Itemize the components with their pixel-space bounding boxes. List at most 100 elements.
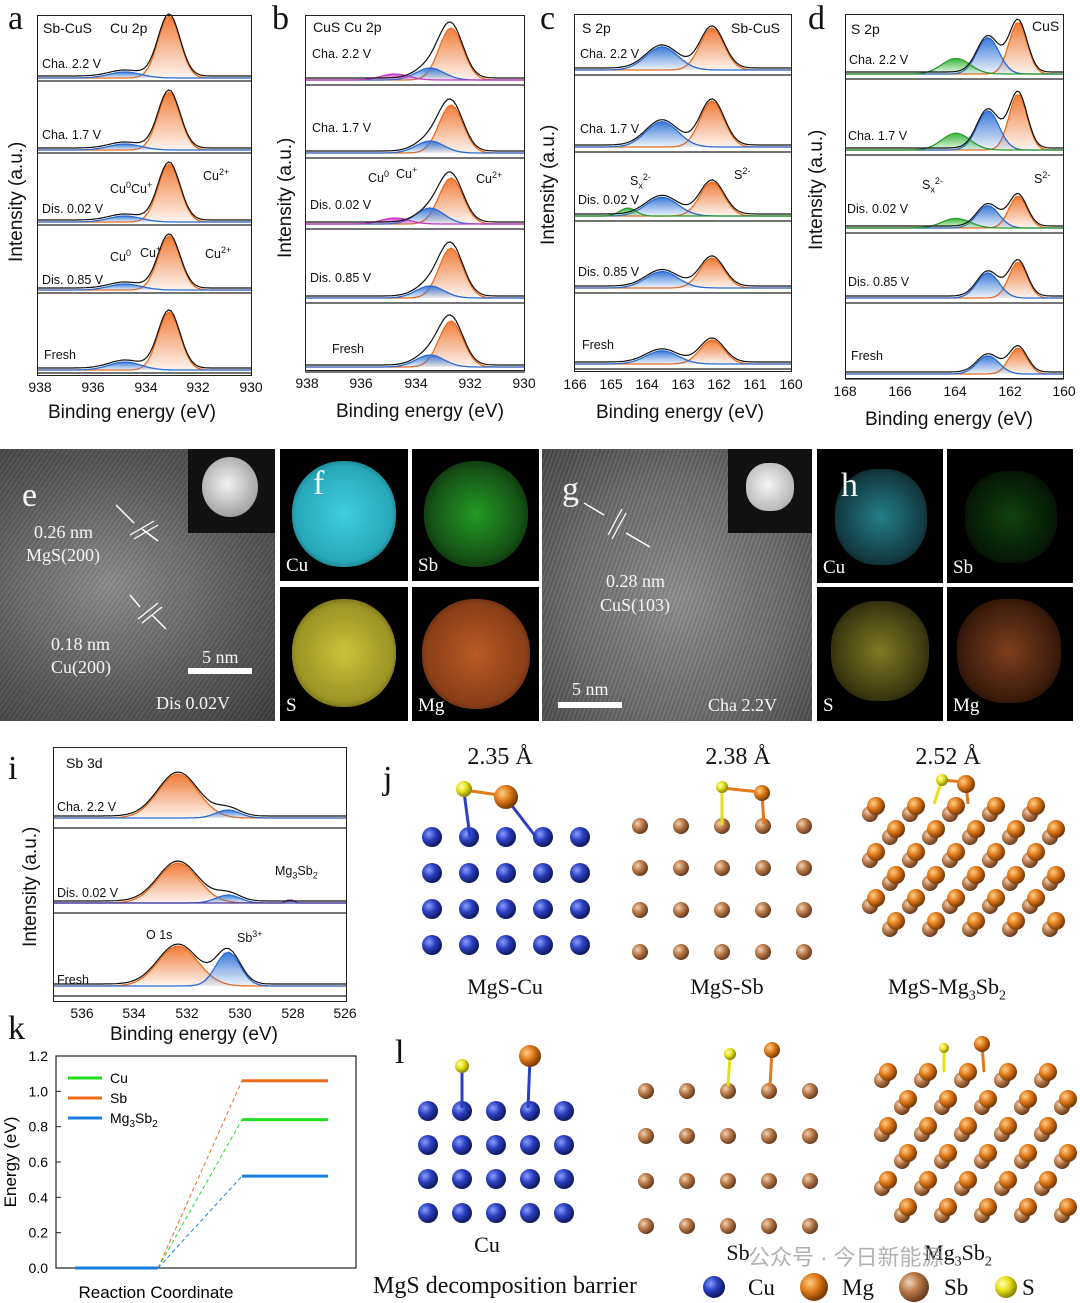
cu-atom <box>520 1169 540 1189</box>
eds-map-s: S <box>817 587 943 721</box>
mg-atom <box>967 820 985 838</box>
cu-atom <box>422 863 442 883</box>
s-atom <box>455 1059 469 1073</box>
legend-label: Cu <box>110 1070 128 1086</box>
xps-envelope <box>306 98 524 152</box>
cu-atom <box>422 899 442 919</box>
s-atom <box>724 1048 736 1060</box>
xps-envelope <box>575 98 791 146</box>
trace-label: Cha. 2.2 V <box>312 47 372 61</box>
panel-label-g: g <box>562 471 579 508</box>
mg-atom <box>959 1117 977 1135</box>
xps-peak <box>38 216 251 222</box>
y-tick-label: 1.0 <box>29 1083 49 1099</box>
scale-bar-label: 5 nm <box>202 647 239 667</box>
lattice-spacing: 0.28 nm <box>606 571 666 591</box>
legend-mg-icon <box>800 1273 828 1301</box>
s-atom <box>716 781 728 793</box>
sb-atom <box>673 944 689 960</box>
tick-label: 936 <box>349 375 373 391</box>
transition-Cu <box>157 1119 243 1269</box>
mg-atom <box>979 1090 997 1108</box>
trace-label: Dis. 0.02 V <box>847 202 909 216</box>
sb-atom <box>632 860 648 876</box>
sb-atom <box>802 1128 818 1144</box>
mg-atom <box>959 1171 977 1189</box>
peak-annotation: Cu2+ <box>476 170 503 187</box>
legend-label: Sb <box>944 1275 969 1300</box>
eds-map-sb: Sb <box>947 449 1073 583</box>
cu-atom <box>570 827 590 847</box>
map-label: Cu <box>823 557 846 578</box>
mg-atom <box>987 797 1005 815</box>
xps-envelope <box>38 161 251 221</box>
transition-Sb <box>157 1080 243 1269</box>
tick-label: 166 <box>563 376 587 392</box>
mg-atom <box>1059 1090 1077 1108</box>
eds-map-mg: Mg <box>947 587 1073 721</box>
sb-atom <box>720 1083 736 1099</box>
xps-frame-a <box>37 15 252 376</box>
mg-atom <box>939 1090 957 1108</box>
sb-atom <box>802 1083 818 1099</box>
map-label: S <box>286 695 297 716</box>
xps-peak <box>306 141 524 153</box>
cu-atom <box>520 1101 540 1121</box>
mg-atom <box>899 1198 917 1216</box>
sb-atom <box>761 1218 777 1234</box>
eds-map-sb: Sb <box>412 449 539 581</box>
trace-label: Cha. 2.2 V <box>42 57 102 71</box>
trace-label: Fresh <box>582 338 614 352</box>
bond-distance: 2.52 Å <box>915 744 981 770</box>
panel-label-f: f <box>313 465 325 502</box>
xps-peak <box>54 946 346 986</box>
sb-atom <box>679 1083 695 1099</box>
trace-label: Fresh <box>332 342 364 356</box>
xps-envelope <box>54 943 346 985</box>
mg-atom <box>867 843 885 861</box>
trace-label: Dis. 0.85 V <box>42 273 104 287</box>
s-atom <box>939 1043 949 1053</box>
xps-peak <box>38 362 251 370</box>
cu-atom <box>459 863 479 883</box>
peak-annotation: Cu0Cu+ <box>110 180 153 197</box>
tick-label: 160 <box>1052 383 1076 399</box>
sb-atom <box>679 1128 695 1144</box>
sb-atom <box>761 1128 777 1144</box>
xps-peak <box>54 863 346 903</box>
mg-atom <box>907 843 925 861</box>
eds-map-cu: f Cu <box>280 449 408 581</box>
scale-bar-label: 5 nm <box>572 679 609 699</box>
xps-envelope <box>38 233 251 289</box>
mg-atom <box>919 1063 937 1081</box>
xps-peak <box>306 218 524 224</box>
peak-annotation: Mg3Sb2 <box>275 864 318 881</box>
panel-label-d: d <box>808 0 825 37</box>
xps-peak <box>306 208 524 224</box>
peak-annotation: Cu0 <box>110 248 131 265</box>
y-axis-label-a: Intensity (a.u.) <box>6 141 27 262</box>
structure-name: Mg3Sb2 <box>924 1240 992 1270</box>
xps-peak-outline <box>846 132 1063 151</box>
lattice-plane: CuS(103) <box>600 595 671 615</box>
xps-envelope <box>38 89 251 149</box>
xps-peak <box>306 74 524 80</box>
x-axis-label-c: Binding energy (eV) <box>596 402 764 423</box>
y-axis-label-c: Intensity (a.u.) <box>538 124 559 245</box>
mg-atom <box>979 1144 997 1162</box>
cu-atom <box>496 899 516 919</box>
xps-peak <box>575 208 791 216</box>
cu-atom <box>570 935 590 955</box>
mg-atom <box>1007 912 1025 930</box>
cu-atom <box>486 1169 506 1189</box>
s-atom <box>936 774 948 786</box>
xps-frame-c <box>574 14 792 372</box>
tem-image-g: g 0.28 nm CuS(103) 5 nm Cha 2.2V <box>542 449 812 721</box>
mg-atom <box>999 1063 1017 1081</box>
header-a-left: Sb-CuS <box>43 20 93 36</box>
mg-atom <box>979 1198 997 1216</box>
xps-envelope <box>306 241 524 297</box>
tick-label: 530 <box>228 1005 252 1021</box>
cu-atom <box>422 935 442 955</box>
mg-atom <box>879 1171 897 1189</box>
